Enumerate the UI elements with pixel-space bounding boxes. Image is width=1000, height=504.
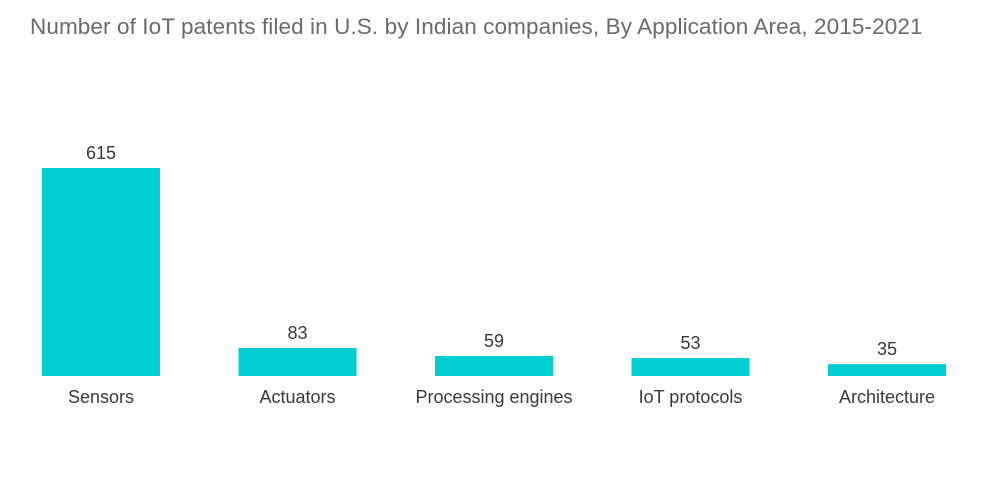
x-axis-tick-labels: Sensors Actuators Processing engines IoT pr…: [68, 387, 935, 407]
tick-label-architecture: Architecture: [839, 387, 935, 407]
value-label-sensors: 615: [86, 143, 116, 163]
chart-title: Number of IoT patents filed in U.S. by I…: [30, 14, 923, 39]
tick-label-iot-protocols: IoT protocols: [639, 387, 743, 407]
tick-label-sensors: Sensors: [68, 387, 134, 407]
bars-layer: [42, 168, 946, 376]
bar-architecture: [828, 364, 946, 376]
tick-label-actuators: Actuators: [259, 387, 335, 407]
value-labels-layer: 615 83 59 53 35: [86, 143, 897, 359]
value-label-processing-engines: 59: [484, 331, 504, 351]
tick-label-processing-engines: Processing engines: [415, 387, 572, 407]
value-label-actuators: 83: [287, 323, 307, 343]
value-label-iot-protocols: 53: [680, 333, 700, 353]
bar-actuators: [238, 347, 357, 376]
value-label-architecture: 35: [877, 339, 897, 359]
bar-processing-engines: [435, 356, 553, 376]
bar-iot-protocols: [631, 358, 750, 376]
bar-sensors: [42, 168, 160, 376]
